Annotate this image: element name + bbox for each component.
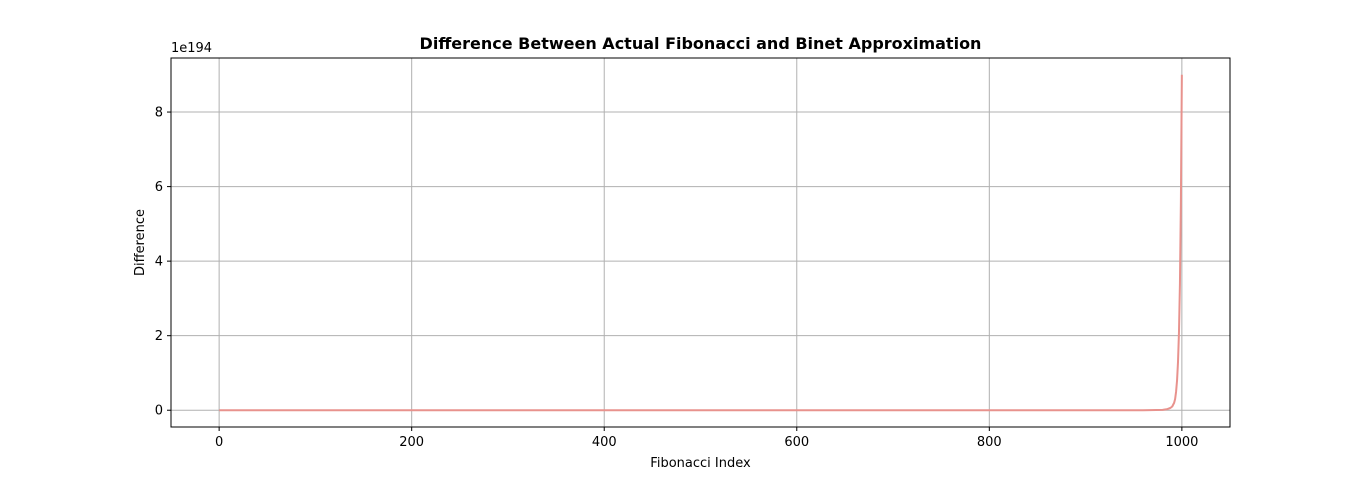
- series-group: [219, 74, 1183, 412]
- y-tick-label: 4: [155, 255, 163, 270]
- plot-frame: [170, 57, 1231, 428]
- x-tick-label: 400: [592, 435, 617, 450]
- y-axis-label: Difference: [133, 209, 148, 276]
- x-tick-label: 200: [399, 435, 424, 450]
- series-line: [219, 74, 1183, 412]
- chart-title: Difference Between Actual Fibonacci and …: [420, 34, 982, 53]
- x-tick-label: 800: [977, 435, 1002, 450]
- y-axis-offset-text: 1e194: [171, 41, 212, 56]
- x-tick-label: 1000: [1165, 435, 1198, 450]
- x-tick-label: 600: [784, 435, 809, 450]
- y-tick-label: 2: [155, 329, 163, 344]
- x-axis-label: Fibonacci Index: [650, 456, 751, 471]
- x-tick-label: 0: [215, 435, 223, 450]
- y-tick-label: 6: [155, 180, 163, 195]
- y-tick-label: 0: [155, 404, 163, 419]
- ticks: 0 200 400 600 800 1000 0 2 4 6 8: [155, 106, 1199, 450]
- y-tick-label: 8: [155, 106, 163, 121]
